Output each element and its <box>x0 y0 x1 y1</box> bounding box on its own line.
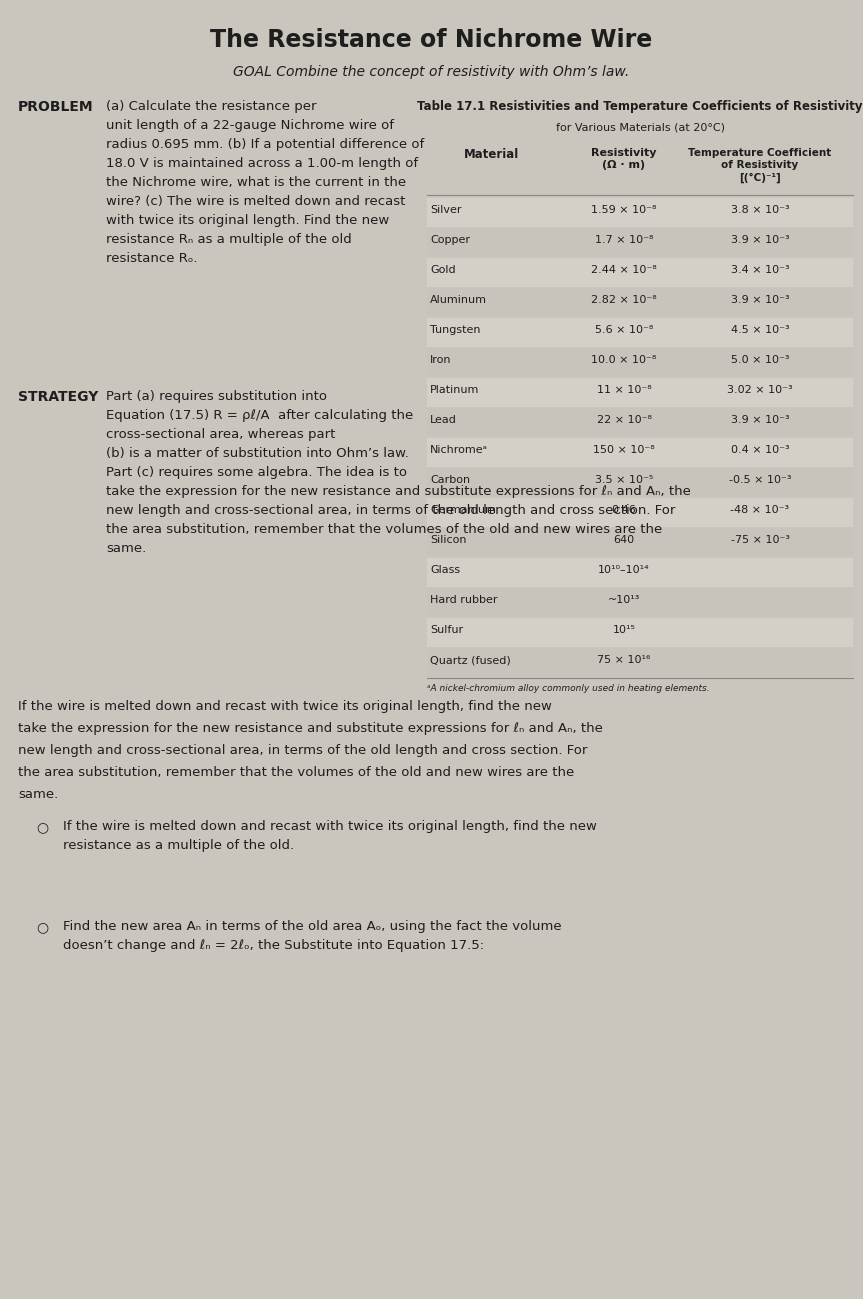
Text: Resistivity
(Ω · m): Resistivity (Ω · m) <box>591 148 657 170</box>
FancyBboxPatch shape <box>427 229 853 257</box>
FancyBboxPatch shape <box>427 197 853 227</box>
Text: 10.0 × 10⁻⁸: 10.0 × 10⁻⁸ <box>591 355 657 365</box>
Text: Temperature Coefficient
of Resistivity
[(°C)⁻¹]: Temperature Coefficient of Resistivity [… <box>689 148 832 183</box>
Text: Glass: Glass <box>430 565 460 575</box>
Text: for Various Materials (at 20°C): for Various Materials (at 20°C) <box>556 122 725 132</box>
Text: same.: same. <box>18 788 58 801</box>
FancyBboxPatch shape <box>427 648 853 677</box>
Text: Silicon: Silicon <box>430 535 467 546</box>
Text: If the wire is melted down and recast with twice its original length, find the n: If the wire is melted down and recast wi… <box>63 820 597 852</box>
Text: new length and cross-sectional area, in terms of the old length and cross sectio: new length and cross-sectional area, in … <box>18 744 588 757</box>
FancyBboxPatch shape <box>427 348 853 377</box>
Text: Carbon: Carbon <box>430 475 470 485</box>
Text: ᵃA nickel-chromium alloy commonly used in heating elements.: ᵃA nickel-chromium alloy commonly used i… <box>427 685 709 692</box>
Text: Gold: Gold <box>430 265 456 275</box>
Text: Iron: Iron <box>430 355 451 365</box>
Text: 22 × 10⁻⁸: 22 × 10⁻⁸ <box>596 414 652 425</box>
FancyBboxPatch shape <box>427 288 853 317</box>
Text: -0.5 × 10⁻³: -0.5 × 10⁻³ <box>728 475 791 485</box>
FancyBboxPatch shape <box>427 318 853 347</box>
Text: Part (a) requires substitution into
Equation (17.5) R = ρℓ/A  after calculating : Part (a) requires substitution into Equa… <box>106 390 691 555</box>
Text: Material: Material <box>463 148 519 161</box>
Text: Lead: Lead <box>430 414 457 425</box>
Text: If the wire is melted down and recast with twice its original length, find the n: If the wire is melted down and recast wi… <box>18 700 551 713</box>
Text: take the expression for the new resistance and substitute expressions for ℓₙ and: take the expression for the new resistan… <box>18 722 603 735</box>
Text: STRATEGY: STRATEGY <box>18 390 98 404</box>
Text: 2.82 × 10⁻⁸: 2.82 × 10⁻⁸ <box>591 295 657 305</box>
FancyBboxPatch shape <box>427 527 853 557</box>
Text: GOAL Combine the concept of resistivity with Ohm’s law.: GOAL Combine the concept of resistivity … <box>233 65 629 79</box>
Text: 0.4 × 10⁻³: 0.4 × 10⁻³ <box>731 446 790 455</box>
Text: 1.59 × 10⁻⁸: 1.59 × 10⁻⁸ <box>591 205 657 216</box>
Text: 5.0 × 10⁻³: 5.0 × 10⁻³ <box>731 355 790 365</box>
Text: Platinum: Platinum <box>430 385 479 395</box>
Text: Hard rubber: Hard rubber <box>430 595 497 605</box>
FancyBboxPatch shape <box>427 408 853 436</box>
Text: (a) Calculate the resistance per
unit length of a 22-gauge Nichrome wire of
radi: (a) Calculate the resistance per unit le… <box>106 100 425 265</box>
Text: 3.9 × 10⁻³: 3.9 × 10⁻³ <box>731 414 790 425</box>
Text: the area substitution, remember that the volumes of the old and new wires are th: the area substitution, remember that the… <box>18 766 574 779</box>
FancyBboxPatch shape <box>427 498 853 527</box>
Text: 150 × 10⁻⁸: 150 × 10⁻⁸ <box>593 446 655 455</box>
Text: Find the new area Aₙ in terms of the old area Aₒ, using the fact the volume
does: Find the new area Aₙ in terms of the old… <box>63 920 562 952</box>
FancyBboxPatch shape <box>427 438 853 468</box>
FancyBboxPatch shape <box>427 378 853 407</box>
Text: 3.5 × 10⁻⁵: 3.5 × 10⁻⁵ <box>595 475 653 485</box>
Text: The Resistance of Nichrome Wire: The Resistance of Nichrome Wire <box>210 29 652 52</box>
FancyBboxPatch shape <box>427 259 853 287</box>
Text: 4.5 × 10⁻³: 4.5 × 10⁻³ <box>731 325 790 335</box>
FancyBboxPatch shape <box>427 588 853 617</box>
Text: 1.7 × 10⁻⁸: 1.7 × 10⁻⁸ <box>595 235 653 246</box>
Text: Silver: Silver <box>430 205 462 216</box>
Text: -75 × 10⁻³: -75 × 10⁻³ <box>730 535 790 546</box>
Text: 75 × 10¹⁶: 75 × 10¹⁶ <box>597 655 651 665</box>
Text: 2.44 × 10⁻⁸: 2.44 × 10⁻⁸ <box>591 265 657 275</box>
Text: Copper: Copper <box>430 235 470 246</box>
Text: 3.4 × 10⁻³: 3.4 × 10⁻³ <box>731 265 790 275</box>
Text: 3.8 × 10⁻³: 3.8 × 10⁻³ <box>731 205 790 216</box>
Text: Tungsten: Tungsten <box>430 325 481 335</box>
Text: 3.9 × 10⁻³: 3.9 × 10⁻³ <box>731 235 790 246</box>
Text: ~10¹³: ~10¹³ <box>608 595 640 605</box>
Text: Table 17.1 Resistivities and Temperature Coefficients of Resistivity: Table 17.1 Resistivities and Temperature… <box>417 100 863 113</box>
Text: Aluminum: Aluminum <box>430 295 487 305</box>
Text: 5.6 × 10⁻⁸: 5.6 × 10⁻⁸ <box>595 325 653 335</box>
Text: 0.46: 0.46 <box>612 505 636 514</box>
Text: 11 × 10⁻⁸: 11 × 10⁻⁸ <box>596 385 652 395</box>
Text: Quartz (fused): Quartz (fused) <box>430 655 511 665</box>
Text: 10¹⁰–10¹⁴: 10¹⁰–10¹⁴ <box>598 565 650 575</box>
Text: ○: ○ <box>36 820 48 834</box>
Text: Germanium: Germanium <box>430 505 496 514</box>
Text: -48 × 10⁻³: -48 × 10⁻³ <box>730 505 790 514</box>
Text: ○: ○ <box>36 920 48 934</box>
Text: Nichromeᵃ: Nichromeᵃ <box>430 446 488 455</box>
FancyBboxPatch shape <box>427 468 853 498</box>
Text: 3.9 × 10⁻³: 3.9 × 10⁻³ <box>731 295 790 305</box>
Text: 640: 640 <box>614 535 634 546</box>
Text: Sulfur: Sulfur <box>430 625 463 635</box>
FancyBboxPatch shape <box>427 618 853 647</box>
Text: 10¹⁵: 10¹⁵ <box>613 625 635 635</box>
FancyBboxPatch shape <box>427 559 853 587</box>
Text: 3.02 × 10⁻³: 3.02 × 10⁻³ <box>728 385 793 395</box>
Text: PROBLEM: PROBLEM <box>18 100 93 114</box>
